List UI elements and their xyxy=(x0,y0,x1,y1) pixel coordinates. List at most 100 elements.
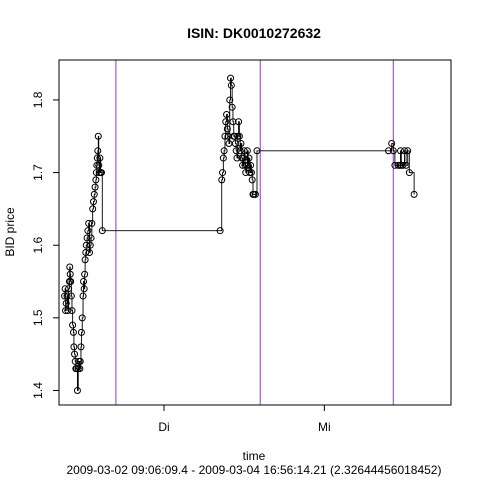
data-point xyxy=(240,147,248,155)
data-point xyxy=(94,132,102,140)
data-point xyxy=(68,307,76,315)
data-point xyxy=(98,227,106,235)
data-point xyxy=(219,154,227,162)
data-point xyxy=(73,386,81,394)
data-point xyxy=(405,169,413,177)
data-point xyxy=(223,110,231,118)
data-point xyxy=(65,285,73,293)
data-point xyxy=(94,147,102,155)
data-point xyxy=(81,256,89,264)
data-point xyxy=(222,118,230,126)
data-point xyxy=(237,140,245,148)
data-point xyxy=(71,357,79,365)
y-tick-label: 1.4 xyxy=(31,382,45,399)
data-points xyxy=(61,74,418,394)
data-point xyxy=(82,241,90,249)
data-point xyxy=(85,219,93,227)
data-point xyxy=(227,81,235,89)
data-point xyxy=(84,227,92,235)
vertical-lines xyxy=(115,60,394,405)
data-point xyxy=(96,154,104,162)
data-point xyxy=(61,292,69,300)
data-point xyxy=(64,307,72,315)
data-point xyxy=(90,190,98,198)
data-point xyxy=(227,74,235,82)
data-point xyxy=(83,234,91,242)
y-tick-label: 1.6 xyxy=(31,237,45,254)
data-point xyxy=(81,270,89,278)
data-point xyxy=(80,278,88,286)
data-point xyxy=(223,125,231,133)
data-point xyxy=(66,263,74,271)
data-point xyxy=(228,103,236,111)
y-axis: 1.4 1.5 1.6 1.7 1.8 xyxy=(31,91,60,399)
data-point xyxy=(62,299,70,307)
data-point xyxy=(88,219,96,227)
data-point xyxy=(401,147,409,155)
y-tick-label: 1.8 xyxy=(31,91,45,108)
data-point xyxy=(95,161,103,169)
data-point xyxy=(69,328,77,336)
data-point xyxy=(97,169,105,177)
data-point xyxy=(76,357,84,365)
data-point xyxy=(251,190,259,198)
x-axis-label: time xyxy=(243,449,266,463)
data-point xyxy=(86,241,94,249)
x-axis: Di Mi xyxy=(158,404,331,434)
data-point xyxy=(247,161,255,169)
data-point xyxy=(85,248,93,256)
data-point xyxy=(66,270,74,278)
data-point xyxy=(399,161,407,169)
data-point xyxy=(235,132,243,140)
x-axis-subtitle: 2009-03-02 09:06:09.4 - 2009-03-04 16:56… xyxy=(67,463,442,477)
y-tick-label: 1.7 xyxy=(31,164,45,181)
plot-area xyxy=(61,60,418,405)
data-point xyxy=(253,147,261,155)
data-point xyxy=(221,132,229,140)
data-point xyxy=(63,292,71,300)
data-point xyxy=(389,147,397,155)
data-point xyxy=(220,147,228,155)
data-point xyxy=(92,169,100,177)
data-point xyxy=(384,147,392,155)
data-point xyxy=(93,161,101,169)
data-point xyxy=(404,147,412,155)
data-point xyxy=(71,350,79,358)
y-axis-label: BID price xyxy=(3,207,17,257)
data-point xyxy=(89,198,97,206)
data-point xyxy=(61,285,69,293)
data-point xyxy=(402,161,410,169)
chart-title: ISIN: DK0010272632 xyxy=(187,25,321,41)
data-point xyxy=(91,183,99,191)
data-point xyxy=(77,343,85,351)
data-point xyxy=(388,140,396,148)
data-point xyxy=(396,147,404,155)
data-point xyxy=(78,314,86,322)
data-point xyxy=(67,278,75,286)
data-point xyxy=(79,292,87,300)
data-point xyxy=(248,176,256,184)
y-tick-label: 1.5 xyxy=(31,309,45,326)
data-point xyxy=(69,321,77,329)
data-point xyxy=(80,285,88,293)
data-point xyxy=(92,176,100,184)
data-point xyxy=(243,147,251,155)
data-point xyxy=(219,169,227,177)
data-point xyxy=(77,328,85,336)
x-tick-label: Di xyxy=(158,420,169,434)
data-point xyxy=(93,154,101,162)
data-point xyxy=(245,154,253,162)
data-point xyxy=(236,147,244,155)
data-point xyxy=(87,234,95,242)
data-point xyxy=(70,343,78,351)
data-point xyxy=(232,147,240,155)
data-point xyxy=(235,118,243,126)
data-point xyxy=(410,190,418,198)
data-point xyxy=(76,365,84,373)
data-point xyxy=(247,169,255,177)
data-point xyxy=(218,176,226,184)
data-point xyxy=(226,96,234,104)
data-point xyxy=(89,205,97,213)
